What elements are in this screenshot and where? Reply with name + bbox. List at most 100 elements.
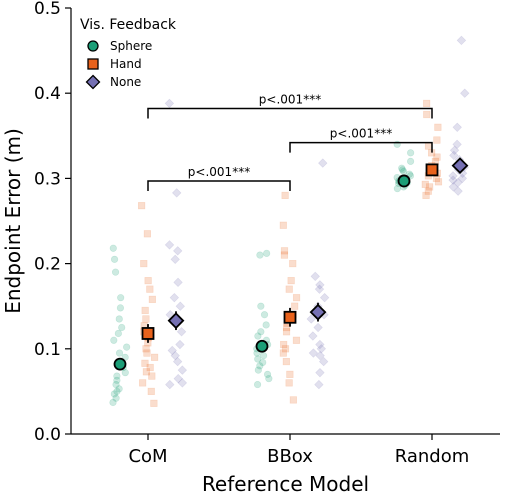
data-point-none bbox=[165, 379, 175, 390]
data-point-none bbox=[319, 292, 330, 303]
data-point-hand bbox=[147, 387, 155, 396]
x-tick-label: Random bbox=[395, 446, 470, 467]
data-point-sphere bbox=[109, 244, 117, 252]
data-point-sphere bbox=[114, 329, 122, 338]
mean-marker-none bbox=[309, 303, 327, 321]
data-point-none bbox=[172, 356, 183, 367]
data-point-none bbox=[313, 322, 323, 333]
data-point-hand bbox=[282, 357, 290, 366]
y-tick-label: 0.3 bbox=[34, 169, 61, 189]
data-point-sphere bbox=[398, 166, 407, 174]
legend-label-sphere: Sphere bbox=[110, 39, 152, 53]
significance-label: p<.001*** bbox=[259, 93, 321, 107]
data-point-none bbox=[448, 175, 458, 185]
data-point-hand bbox=[289, 259, 297, 268]
y-tick-label: 0.4 bbox=[34, 84, 61, 104]
data-point-hand bbox=[144, 277, 152, 285]
mean-marker-hand bbox=[425, 163, 439, 177]
data-point-none bbox=[169, 292, 180, 303]
data-point-hand bbox=[434, 178, 443, 186]
data-point-none bbox=[316, 344, 327, 354]
data-point-none bbox=[314, 379, 324, 390]
data-point-none bbox=[457, 173, 468, 184]
mean-marker-none bbox=[451, 157, 469, 175]
data-point-none bbox=[318, 158, 328, 168]
data-point-sphere bbox=[398, 164, 406, 172]
data-point-sphere bbox=[118, 323, 126, 332]
data-point-none bbox=[170, 254, 180, 265]
data-point-none bbox=[171, 188, 182, 198]
data-point-sphere bbox=[259, 358, 267, 367]
data-point-sphere bbox=[113, 372, 121, 380]
data-point-hand bbox=[433, 136, 441, 144]
mean-marker-hand bbox=[283, 310, 297, 324]
data-point-none bbox=[456, 35, 467, 46]
data-point-hand bbox=[424, 187, 432, 195]
data-point-sphere bbox=[113, 376, 121, 384]
data-point-hand bbox=[424, 142, 433, 150]
data-point-hand bbox=[285, 379, 293, 387]
data-point-hand bbox=[279, 221, 287, 229]
data-point-hand bbox=[148, 295, 156, 303]
data-point-none bbox=[177, 365, 188, 375]
data-point-none bbox=[173, 373, 183, 384]
data-point-sphere bbox=[253, 380, 262, 389]
data-point-sphere bbox=[113, 387, 121, 396]
data-point-sphere bbox=[405, 170, 414, 178]
legend-marker-hand bbox=[87, 58, 99, 70]
data-point-sphere bbox=[262, 321, 270, 329]
significance-label: p<.001*** bbox=[188, 165, 250, 179]
y-axis-label: Endpoint Error (m) bbox=[1, 128, 25, 314]
data-point-none bbox=[164, 98, 175, 109]
data-point-hand bbox=[282, 328, 291, 336]
data-point-hand bbox=[281, 191, 289, 200]
legend-label-none: None bbox=[110, 75, 141, 89]
data-point-sphere bbox=[111, 268, 120, 276]
data-point-none bbox=[448, 182, 459, 192]
data-point-hand bbox=[291, 302, 299, 310]
data-point-hand bbox=[142, 345, 150, 353]
data-point-none bbox=[315, 339, 325, 350]
data-point-sphere bbox=[112, 380, 120, 389]
data-point-none bbox=[460, 88, 470, 98]
data-point-none bbox=[452, 122, 462, 132]
data-point-hand bbox=[292, 336, 301, 344]
data-point-sphere bbox=[263, 249, 271, 257]
data-point-hand bbox=[150, 399, 158, 407]
data-point-hand bbox=[287, 277, 295, 285]
mean-marker-sphere bbox=[397, 174, 411, 188]
data-point-sphere bbox=[123, 343, 131, 351]
data-point-sphere bbox=[260, 311, 269, 319]
data-point-sphere bbox=[115, 315, 123, 323]
data-point-none bbox=[315, 280, 325, 290]
y-tick-label: 0.0 bbox=[34, 425, 61, 445]
data-point-hand bbox=[143, 349, 151, 357]
data-point-hand bbox=[140, 259, 148, 268]
data-point-sphere bbox=[116, 304, 125, 312]
data-point-hand bbox=[423, 110, 431, 119]
data-point-none bbox=[164, 240, 175, 250]
significance-annotations: p<.001*** p<.001*** p<.001*** bbox=[147, 93, 433, 191]
significance-label: p<.001*** bbox=[330, 127, 392, 141]
data-point-hand bbox=[148, 372, 156, 380]
data-point-hand bbox=[280, 340, 288, 349]
data-point-hand bbox=[146, 363, 154, 372]
data-point-sphere bbox=[254, 366, 262, 374]
data-point-none bbox=[315, 367, 325, 378]
data-point-hand bbox=[150, 353, 159, 361]
data-point-hand bbox=[283, 323, 291, 332]
legend-marker-sphere bbox=[87, 40, 99, 52]
data-point-sphere bbox=[256, 362, 264, 370]
data-point-sphere bbox=[115, 349, 124, 357]
data-point-hand bbox=[142, 315, 150, 323]
data-point-hand bbox=[280, 251, 289, 259]
data-point-none bbox=[318, 356, 329, 367]
data-point-sphere bbox=[257, 302, 265, 310]
data-point-sphere bbox=[406, 157, 415, 165]
data-point-sphere bbox=[407, 149, 415, 157]
data-point-none bbox=[308, 331, 318, 341]
data-point-hand bbox=[289, 396, 297, 404]
data-point-sphere bbox=[109, 398, 117, 407]
